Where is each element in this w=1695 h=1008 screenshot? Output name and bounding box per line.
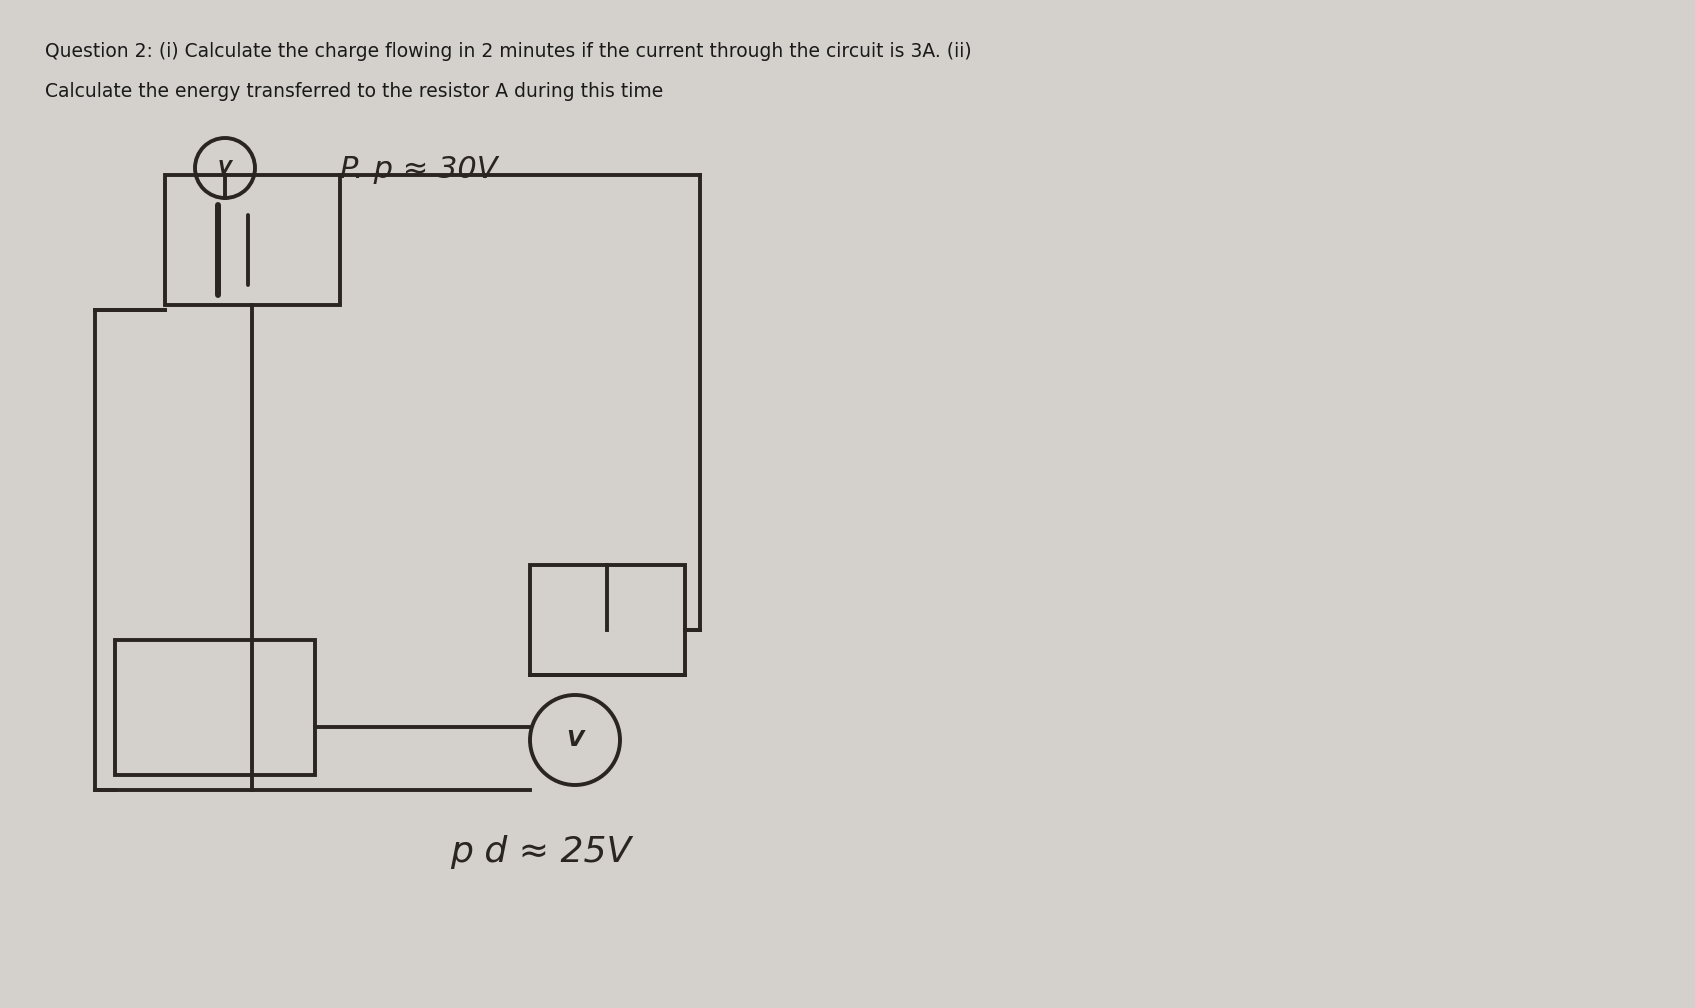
- Text: Calculate the energy transferred to the resistor A during this time: Calculate the energy transferred to the …: [46, 82, 663, 101]
- Text: p d ≈ 25V: p d ≈ 25V: [449, 835, 631, 869]
- Text: P. p ≈ 30V: P. p ≈ 30V: [341, 155, 498, 184]
- Bar: [115, 640, 315, 775]
- Bar: [531, 565, 685, 675]
- Text: V: V: [219, 159, 232, 177]
- Bar: [164, 175, 341, 305]
- Text: Question 2: (i) Calculate the charge flowing in 2 minutes if the current through: Question 2: (i) Calculate the charge flo…: [46, 42, 971, 61]
- Text: V: V: [566, 730, 583, 750]
